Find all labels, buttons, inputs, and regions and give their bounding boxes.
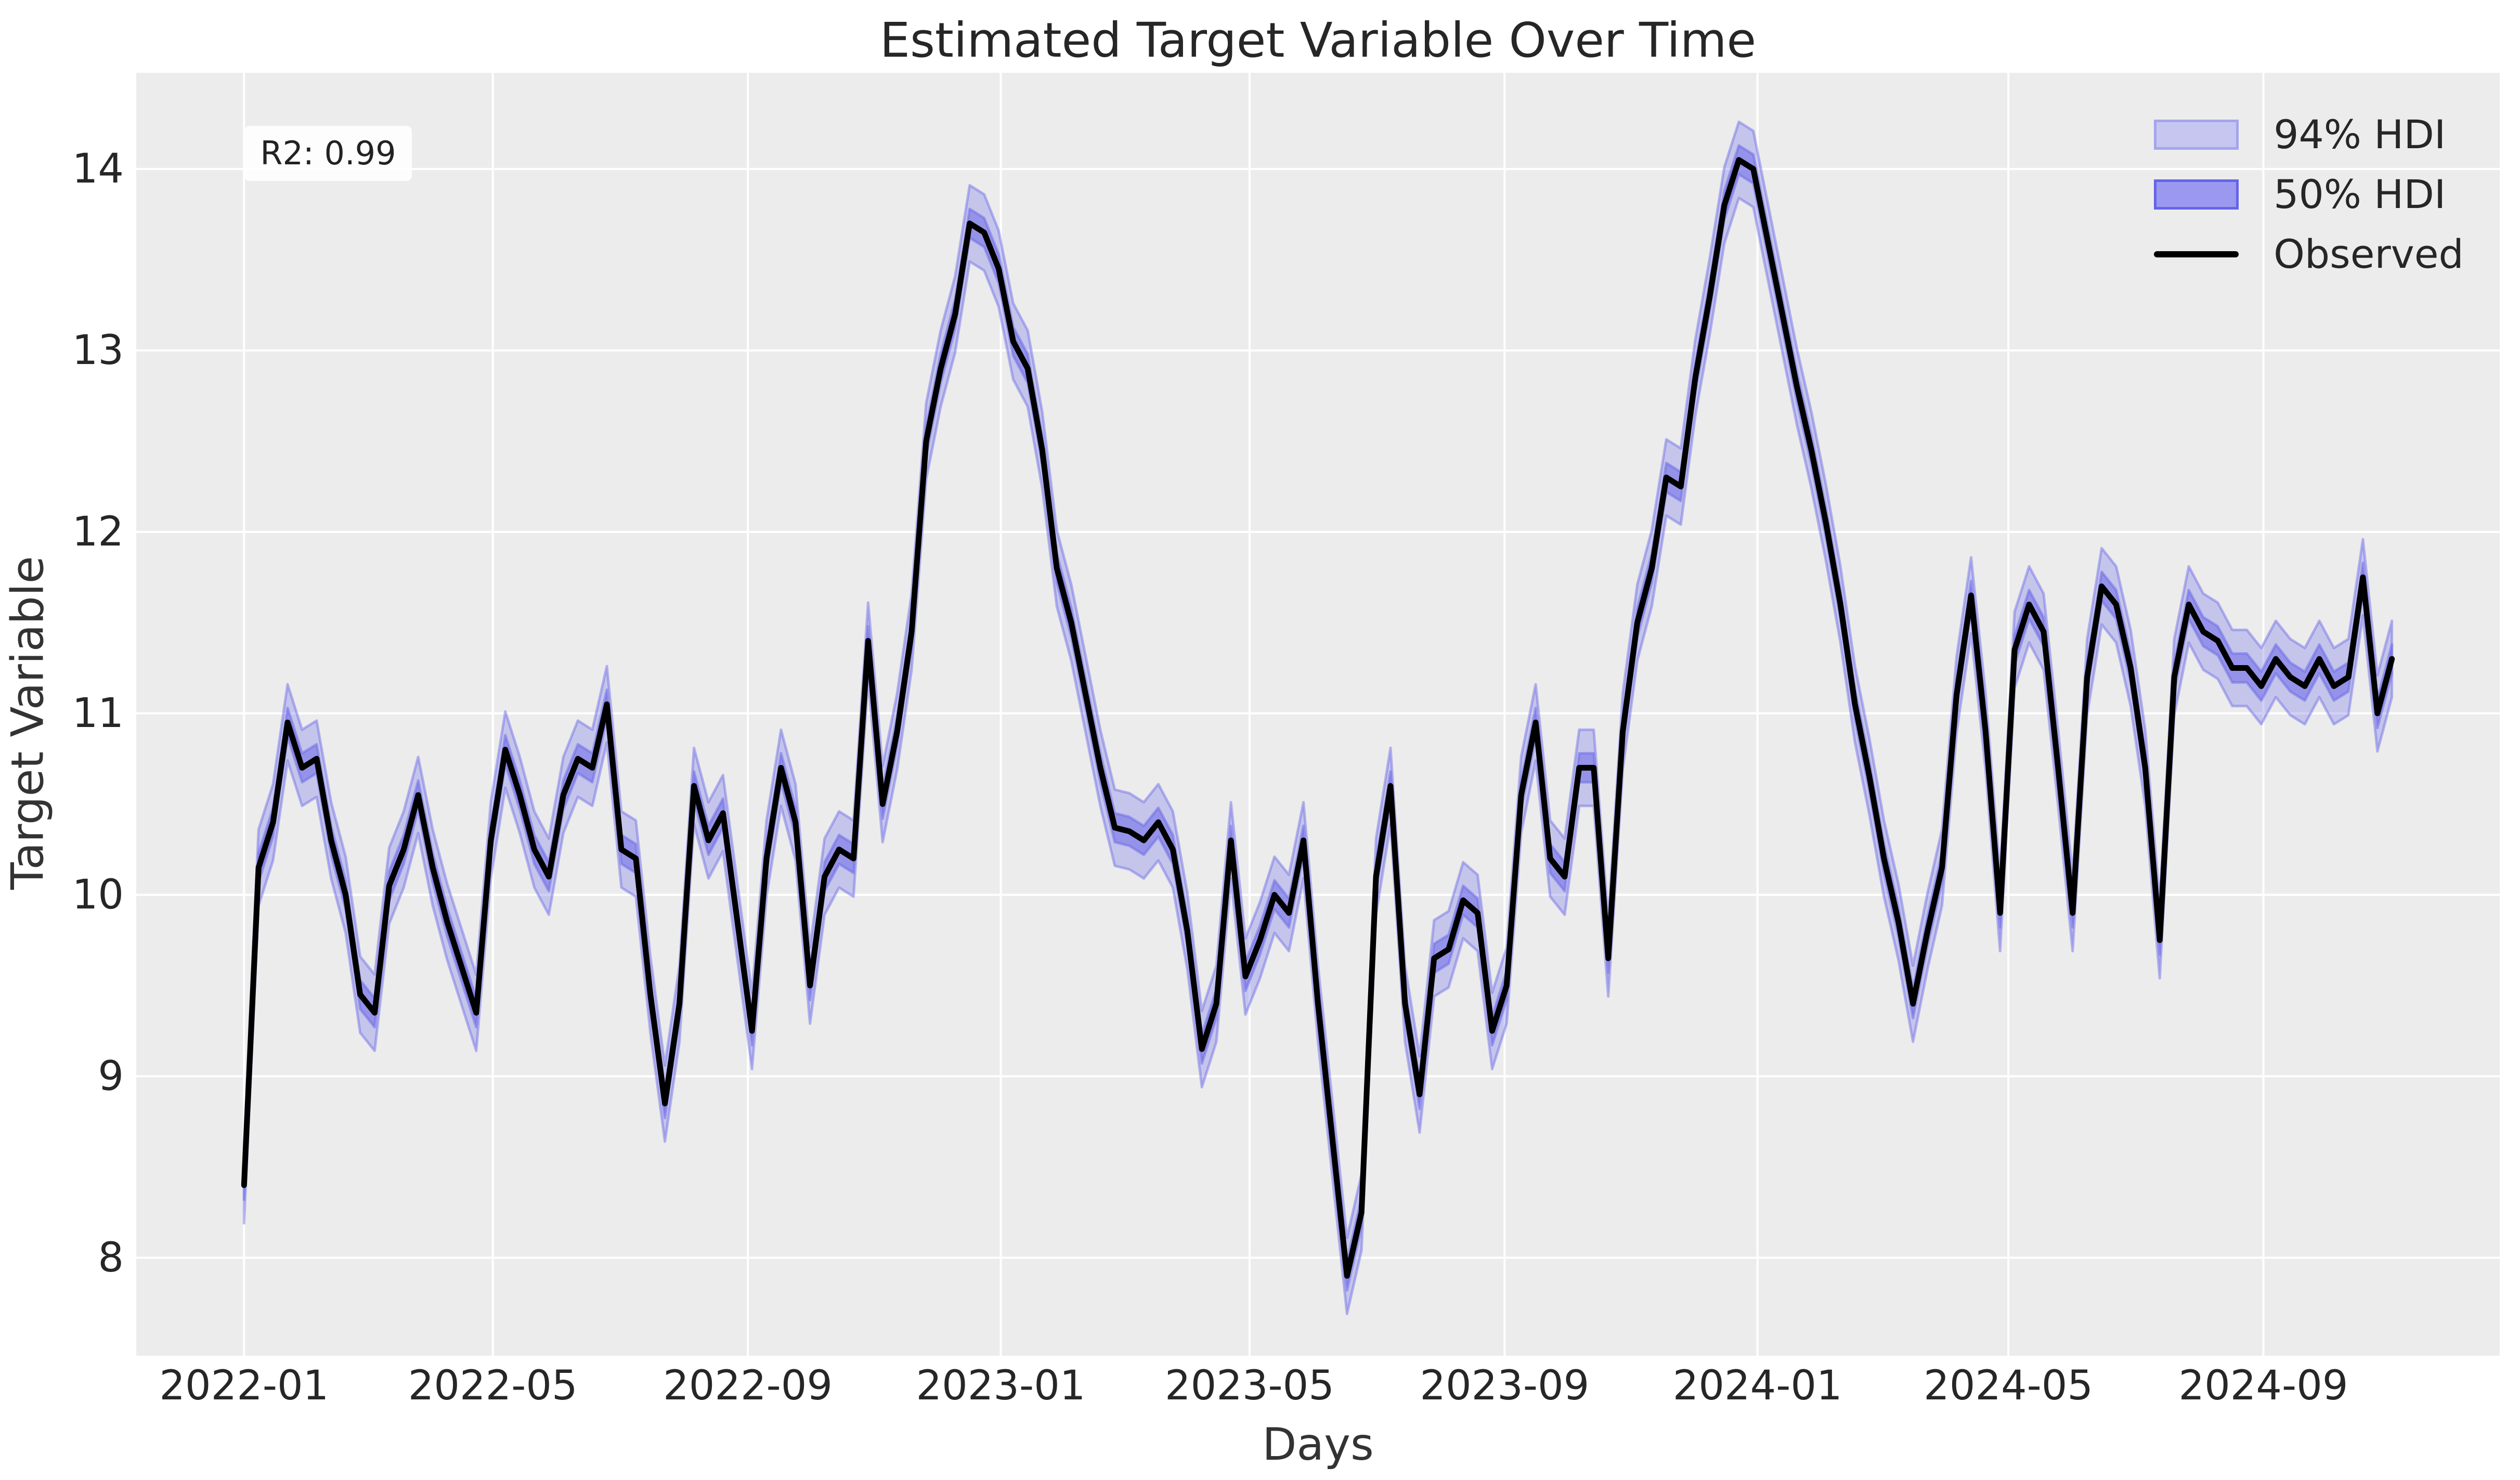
legend-label-50-hdi: 50% HDI [2274,171,2446,217]
x-tick-label: 2023-09 [1420,1362,1590,1409]
y-tick-label: 14 [72,145,124,192]
hdi-94-band-swatch [2154,119,2239,150]
x-axis-label: Days [1262,1419,1374,1471]
x-tick-label: 2023-05 [1164,1362,1334,1409]
x-tick-label: 2024-09 [2178,1362,2348,1409]
x-tick-label: 2022-09 [663,1362,833,1409]
y-tick-label: 12 [72,508,124,555]
observed-line-swatch [2154,251,2239,257]
x-tick-label: 2022-01 [159,1362,329,1409]
y-tick-label: 11 [72,690,124,737]
legend-label-94-hdi: 94% HDI [2274,111,2446,158]
y-tick-label: 10 [72,871,124,918]
y-tick-label: 8 [98,1234,124,1281]
y-tick-label: 13 [72,327,124,374]
hdi-94-band [242,120,2394,1316]
x-tick-label: 2022-05 [408,1362,578,1409]
legend-item-observed: Observed [2154,231,2464,277]
hdi-50-band-swatch [2154,179,2239,210]
x-tick-label: 2024-01 [1672,1362,1842,1409]
legend-label-observed: Observed [2274,231,2464,277]
observed-line [241,157,2395,1279]
legend-item-50-hdi: 50% HDI [2154,171,2464,217]
legend: 94% HDI 50% HDI Observed [2154,111,2464,291]
r2-annotation: R2: 0.99 [244,126,412,181]
x-tick-label: 2024-05 [1924,1362,2094,1409]
chart-title: Estimated Target Variable Over Time [879,12,1757,68]
x-tick-label: 2023-01 [916,1362,1086,1409]
legend-item-94-hdi: 94% HDI [2154,111,2464,158]
y-tick-label: 9 [98,1053,124,1100]
